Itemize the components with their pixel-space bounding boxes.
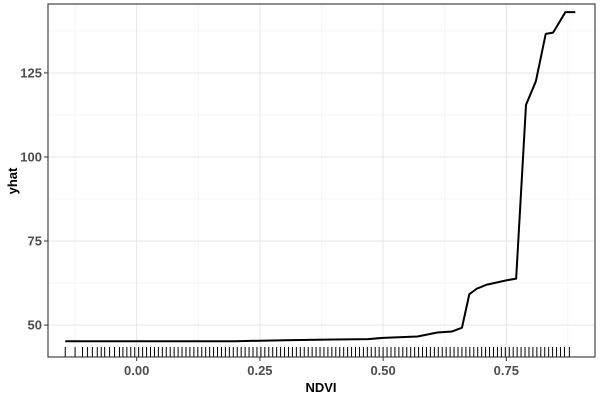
x-tick-label: 0.75 xyxy=(494,363,519,378)
y-tick-label: 50 xyxy=(28,318,42,333)
y-tick-label: 75 xyxy=(28,234,42,249)
series-lines xyxy=(65,11,576,343)
x-axis-title: NDVI xyxy=(305,380,336,395)
y-axis-ticks: 50 75 100 125 xyxy=(20,65,48,333)
grid-lines xyxy=(48,4,595,357)
x-tick-label: 0.25 xyxy=(247,363,272,378)
series-line xyxy=(65,11,576,343)
x-tick-label: 0.50 xyxy=(370,363,395,378)
plot-panel-border xyxy=(47,3,596,358)
x-axis-ticks: 0.00 0.25 0.50 0.75 xyxy=(124,357,519,378)
y-tick-label: 100 xyxy=(20,149,42,164)
x-tick-label: 0.00 xyxy=(124,363,149,378)
y-tick-label: 125 xyxy=(20,65,42,80)
rug-marks xyxy=(64,347,570,357)
y-axis-title: yhat xyxy=(5,167,20,194)
